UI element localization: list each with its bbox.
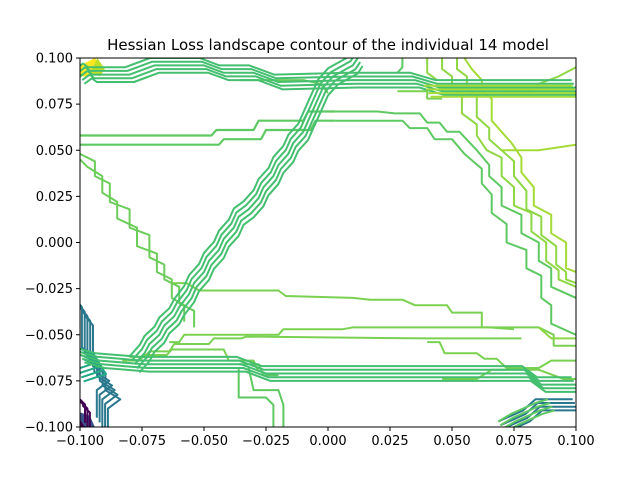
contour-line-5 xyxy=(169,326,515,344)
contour-band-7-line-1 xyxy=(499,402,551,427)
contour-band-3-line-4 xyxy=(83,71,576,96)
contour-fill-3 xyxy=(80,419,85,427)
contour-band-7-line-0 xyxy=(497,398,549,423)
contour-band-3-line-2 xyxy=(80,64,576,89)
y-tick-label: −0.100 xyxy=(25,421,73,436)
y-tick-label: 0.100 xyxy=(36,52,73,67)
contour-band-8-line-2 xyxy=(81,404,91,427)
x-tick-label: 0.050 xyxy=(433,434,470,449)
x-tick-label: −0.050 xyxy=(180,434,228,449)
contour-line-1 xyxy=(80,119,336,146)
x-tick-label: 0.100 xyxy=(557,434,594,449)
contour-band-3-line-0 xyxy=(80,58,572,82)
contour-band-4-line-4 xyxy=(138,65,364,374)
contour-band-4-line-0 xyxy=(128,58,349,357)
contour-line-6 xyxy=(129,335,522,358)
contour-line-2 xyxy=(80,153,196,328)
chart-title: Hessian Loss landscape contour of the in… xyxy=(107,36,549,54)
contour-line-15 xyxy=(335,119,576,336)
contour-band-2-line-1 xyxy=(80,350,574,382)
contour-band-0-line-3 xyxy=(82,311,119,427)
contour-band-2-line-0 xyxy=(80,347,572,379)
y-tick-label: 0.000 xyxy=(36,236,73,251)
contour-band-2-line-4 xyxy=(84,361,576,393)
x-axis: −0.100 −0.075 −0.050 −0.025 0.000 0.025 0.050 0… xyxy=(56,427,595,449)
contour-band-7-line-2 xyxy=(503,405,553,427)
x-tick-label: 0.000 xyxy=(309,434,346,449)
y-tick-label: −0.025 xyxy=(25,282,73,297)
y-tick-label: −0.050 xyxy=(25,328,73,343)
contour-line-11 xyxy=(427,341,576,369)
contour-band-0-line-4 xyxy=(84,315,122,427)
x-tick-label: −0.100 xyxy=(56,434,104,449)
contour-band-2-line-2 xyxy=(80,354,576,386)
contour-layer xyxy=(80,58,576,427)
contour-line-24 xyxy=(396,58,404,74)
contour-band-2-line-3 xyxy=(81,357,576,390)
contour-band-4-line-1 xyxy=(131,58,354,361)
x-tick-label: 0.075 xyxy=(495,434,532,449)
contour-line-14 xyxy=(335,110,576,299)
contour-line-21 xyxy=(426,58,438,81)
x-tick-label: −0.025 xyxy=(242,434,290,449)
contour-band-3-line-3 xyxy=(81,68,576,93)
y-tick-label: 0.050 xyxy=(36,144,73,159)
contour-line-10 xyxy=(247,367,285,427)
y-tick-label: 0.075 xyxy=(36,98,73,113)
contour-line-4 xyxy=(171,282,576,347)
contour-band-4-line-2 xyxy=(133,58,359,365)
x-tick-label: 0.025 xyxy=(371,434,408,449)
contour-line-22 xyxy=(397,90,443,100)
x-tick-label: −0.075 xyxy=(118,434,166,449)
contour-band-8-line-1 xyxy=(80,400,89,427)
y-tick-label: −0.075 xyxy=(25,374,73,389)
contour-line-13 xyxy=(538,326,576,340)
contour-band-1-line-3 xyxy=(83,358,107,383)
contour-band-3-line-1 xyxy=(80,60,574,85)
contour-band-7-line-3 xyxy=(512,409,555,427)
y-tick-label: 0.025 xyxy=(36,190,73,205)
y-axis: −0.100 −0.075 −0.050 −0.025 0.000 0.025 0.050 0… xyxy=(25,52,80,436)
contour-band-0-line-2 xyxy=(80,306,116,427)
contour-line-9 xyxy=(237,368,275,427)
contour-line-3 xyxy=(80,158,186,322)
contour-band-4-line-3 xyxy=(136,61,362,369)
contour-line-20 xyxy=(501,143,576,152)
